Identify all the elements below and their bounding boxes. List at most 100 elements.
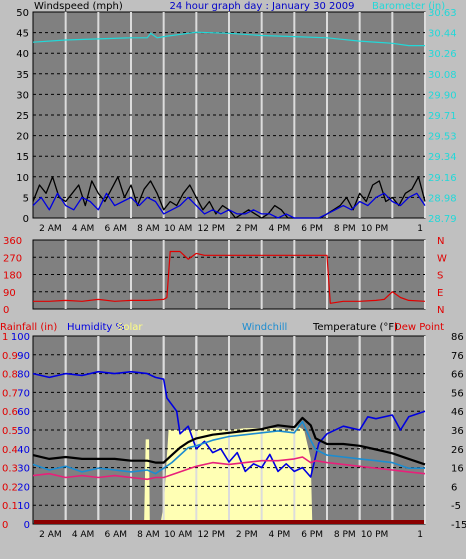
- series-black: [32, 416, 426, 466]
- temperature-tick: 46: [451, 407, 464, 418]
- rain-tick: 0.9: [2, 351, 18, 362]
- temperature-tick: 16: [451, 464, 464, 475]
- temp-x-tick: 10 AM: [164, 530, 192, 540]
- humidity-tick: 30: [17, 464, 30, 475]
- humidity-tick: 60: [17, 407, 30, 418]
- temp-x-tick: 10 PM: [361, 530, 389, 540]
- barometer-tick: 29.16: [428, 173, 457, 184]
- wind-x-tick: 8 AM: [137, 224, 160, 234]
- wind-barometer-chart: 0 5 10 15 20 25 30 35 40 45 50 28.79 28.98 29.16 29.34…: [16, 8, 456, 234]
- legend-humidity: Humidity %: [67, 322, 125, 333]
- legend-windchill: Windchill: [242, 322, 287, 333]
- humidity-tick: 10: [17, 501, 30, 512]
- series-blue: [32, 370, 426, 478]
- windspeed-tick: 40: [16, 49, 29, 60]
- wind-x-tick: 1: [417, 224, 423, 234]
- humidity-tick: 100: [11, 332, 30, 343]
- compass-tick: S: [437, 271, 443, 282]
- temp-x-tick: 6 AM: [104, 530, 127, 540]
- temp-humidity-chart: 00.10.20.30.40.50.60.70.80.9101020304050…: [2, 332, 466, 540]
- series-pink: [32, 456, 426, 481]
- chart-labels: Windspeed (mph) 24 hour graph day : Janu…: [0, 1, 445, 333]
- wind-x-tick: 10 AM: [164, 224, 192, 234]
- series-ltblue: [32, 420, 425, 475]
- temperature-tick: 26: [451, 445, 464, 456]
- temp-x-tick: 8 PM: [334, 530, 356, 540]
- temperature-tick: -5: [451, 501, 461, 512]
- wind-x-tick: 4 AM: [72, 224, 95, 234]
- barometer-tick: 29.71: [428, 111, 457, 122]
- right-axis-label-barometer: Barometer (in): [372, 1, 445, 12]
- rain-tick: 1: [2, 332, 8, 343]
- humidity-tick: 0: [24, 520, 30, 531]
- barometer-tick: 28.98: [428, 193, 457, 204]
- legend-temperature: Temperature (°F): [312, 322, 398, 333]
- humidity-tick: 80: [17, 370, 30, 381]
- temperature-tick: 76: [451, 351, 464, 362]
- temp-x-tick: 2 PM: [236, 530, 258, 540]
- wind-x-tick: 6 PM: [301, 224, 323, 234]
- windspeed-tick: 45: [16, 29, 29, 40]
- windspeed-tick: 35: [16, 70, 29, 81]
- wind-x-tick: 2 AM: [39, 224, 62, 234]
- temperature-tick: 56: [451, 388, 464, 399]
- temperature-tick: 6: [451, 482, 457, 493]
- humidity-tick: 20: [17, 482, 30, 493]
- rain-tick: 0.4: [2, 445, 18, 456]
- rain-tick: 0.6: [2, 407, 18, 418]
- compass-tick: N: [437, 236, 444, 247]
- direction-tick: 270: [3, 253, 22, 264]
- wind-x-tick: 12 PM: [197, 224, 225, 234]
- windspeed-tick: 10: [16, 173, 29, 184]
- temp-x-tick: 2 AM: [39, 530, 62, 540]
- rain-tick: 0: [2, 520, 8, 531]
- rainfall-bar: [34, 520, 424, 524]
- temperature-tick: 86: [451, 332, 464, 343]
- wind-x-tick: 4 PM: [269, 224, 291, 234]
- windspeed-tick: 15: [16, 152, 29, 163]
- temp-x-tick: 6 PM: [301, 530, 323, 540]
- windspeed-tick: 20: [16, 132, 29, 143]
- barometer-tick: 30.63: [428, 8, 457, 19]
- windspeed-tick: 25: [16, 111, 29, 122]
- temperature-tick: 36: [451, 426, 464, 437]
- direction-tick: 360: [3, 236, 22, 247]
- temp-x-tick: 1: [417, 530, 423, 540]
- temperature-tick: 66: [451, 370, 464, 381]
- direction-tick: 90: [3, 288, 16, 299]
- temperature-tick: -15: [451, 520, 466, 531]
- temp-x-tick: 12 PM: [197, 530, 225, 540]
- barometer-tick: 30.26: [428, 49, 457, 60]
- wind-series-blue: [32, 192, 426, 219]
- temp-x-tick: 4 PM: [269, 530, 291, 540]
- rain-tick: 0.2: [2, 482, 18, 493]
- windspeed-tick: 0: [23, 214, 29, 225]
- direction-tick: 0: [3, 305, 9, 316]
- barometer-tick: 29.34: [428, 152, 457, 163]
- temp-x-tick: 4 AM: [72, 530, 95, 540]
- wind-x-tick: 6 AM: [104, 224, 127, 234]
- rain-tick: 0.5: [2, 426, 18, 437]
- direction-series: [33, 250, 426, 304]
- compass-tick: W: [437, 253, 447, 264]
- rain-tick: 0.1: [2, 501, 18, 512]
- wind-x-tick: 10 PM: [361, 224, 389, 234]
- chart-title: 24 hour graph day : January 30 2009: [170, 1, 355, 12]
- direction-tick: 180: [3, 271, 22, 282]
- rain-tick: 0.7: [2, 388, 18, 399]
- legend-solar: Solar: [117, 322, 143, 333]
- barometer-tick: 29.90: [428, 90, 457, 101]
- humidity-tick: 70: [17, 388, 30, 399]
- barometer-tick: 30.08: [428, 70, 457, 81]
- compass-tick: N: [437, 305, 444, 316]
- barometer-tick: 28.79: [428, 214, 457, 225]
- rain-tick: 0.8: [2, 370, 18, 381]
- rain-tick: 0.3: [2, 464, 18, 475]
- windspeed-tick: 50: [16, 8, 29, 19]
- barometer-tick: 29.53: [428, 132, 457, 143]
- humidity-tick: 40: [17, 445, 30, 456]
- barometer-tick: 30.44: [428, 29, 457, 40]
- humidity-tick: 90: [17, 351, 30, 362]
